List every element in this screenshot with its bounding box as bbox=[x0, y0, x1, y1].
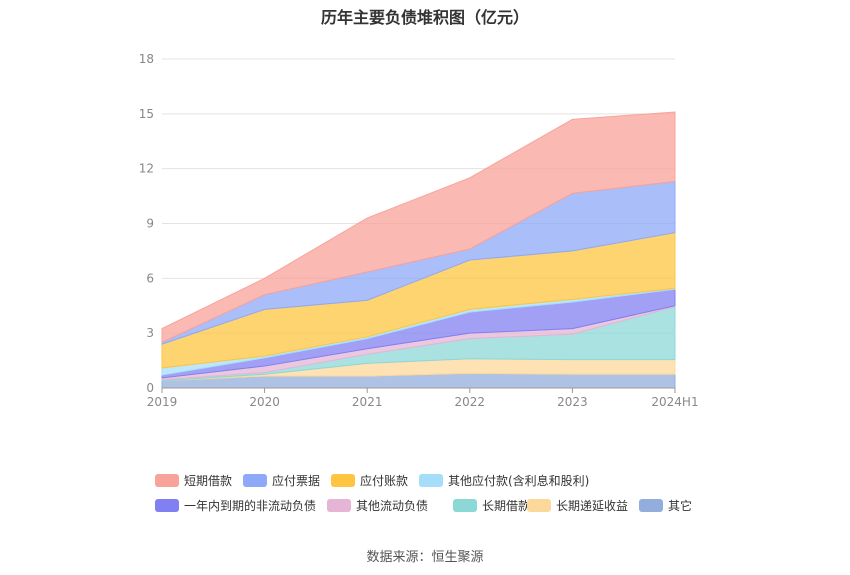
y-tick-label: 15 bbox=[139, 107, 154, 121]
stacked-area-chart: 0 3 6 9 12 15 18 2019 2020 2021 2022 2023 2024H1 bbox=[139, 52, 699, 409]
legend-label: 应付账款 bbox=[360, 474, 409, 488]
legend-swatch bbox=[331, 474, 355, 487]
legend-item[interactable]: 其他流动负债 bbox=[327, 497, 428, 514]
legend-item[interactable]: 一年内到期的非流动负债 bbox=[155, 497, 316, 514]
legend-label: 其他应付款(含利息和股利) bbox=[448, 474, 590, 488]
legend-item[interactable]: 其它 bbox=[639, 497, 692, 514]
legend-item[interactable]: 其他应付款(含利息和股利) bbox=[419, 472, 589, 489]
legend-item[interactable]: 应付账款 bbox=[331, 472, 408, 489]
x-tick-label: 2020 bbox=[249, 395, 280, 409]
legend-swatch bbox=[155, 474, 179, 487]
legend-swatch bbox=[453, 499, 477, 512]
area-series bbox=[161, 111, 676, 389]
x-tick-label: 2024H1 bbox=[651, 395, 698, 409]
legend-swatch bbox=[155, 499, 179, 512]
y-tick-label: 0 bbox=[146, 381, 154, 395]
area-短期借款 bbox=[161, 111, 676, 344]
x-tick-label: 2021 bbox=[352, 395, 383, 409]
x-tick-label: 2019 bbox=[147, 395, 178, 409]
data-source-note: 数据来源：恒生聚源 bbox=[366, 550, 484, 565]
x-tick-label: 2022 bbox=[455, 395, 486, 409]
legend-label: 长期借款 bbox=[482, 499, 531, 513]
axes: 0 3 6 9 12 15 18 2019 2020 2021 2022 2023 2024H1 bbox=[139, 52, 699, 409]
y-tick-label: 18 bbox=[139, 52, 154, 66]
x-tick-label: 2023 bbox=[557, 395, 588, 409]
legend-label: 长期递延收益 bbox=[556, 499, 629, 513]
legend-item[interactable]: 应付票据 bbox=[243, 472, 320, 489]
legend-swatch bbox=[527, 499, 551, 512]
legend-label: 一年内到期的非流动负债 bbox=[184, 499, 317, 513]
legend-item[interactable]: 长期借款 bbox=[453, 497, 530, 514]
chart-title: 历年主要负债堆积图（亿元） bbox=[320, 8, 529, 27]
legend-swatch bbox=[243, 474, 267, 487]
legend-label: 其他流动负债 bbox=[356, 499, 429, 513]
legend-swatch bbox=[639, 499, 663, 512]
y-tick-label: 12 bbox=[139, 162, 154, 176]
legend-label: 应付票据 bbox=[272, 474, 321, 488]
legend-item[interactable]: 短期借款 bbox=[155, 472, 232, 489]
y-tick-label: 9 bbox=[146, 217, 154, 231]
legend-label: 短期借款 bbox=[184, 474, 233, 488]
y-tick-label: 3 bbox=[146, 326, 154, 340]
legend-label: 其它 bbox=[668, 499, 693, 513]
legend-swatch bbox=[419, 474, 443, 487]
legend-swatch bbox=[327, 499, 351, 512]
legend-item[interactable]: 长期递延收益 bbox=[527, 497, 628, 514]
y-tick-label: 6 bbox=[146, 271, 154, 285]
